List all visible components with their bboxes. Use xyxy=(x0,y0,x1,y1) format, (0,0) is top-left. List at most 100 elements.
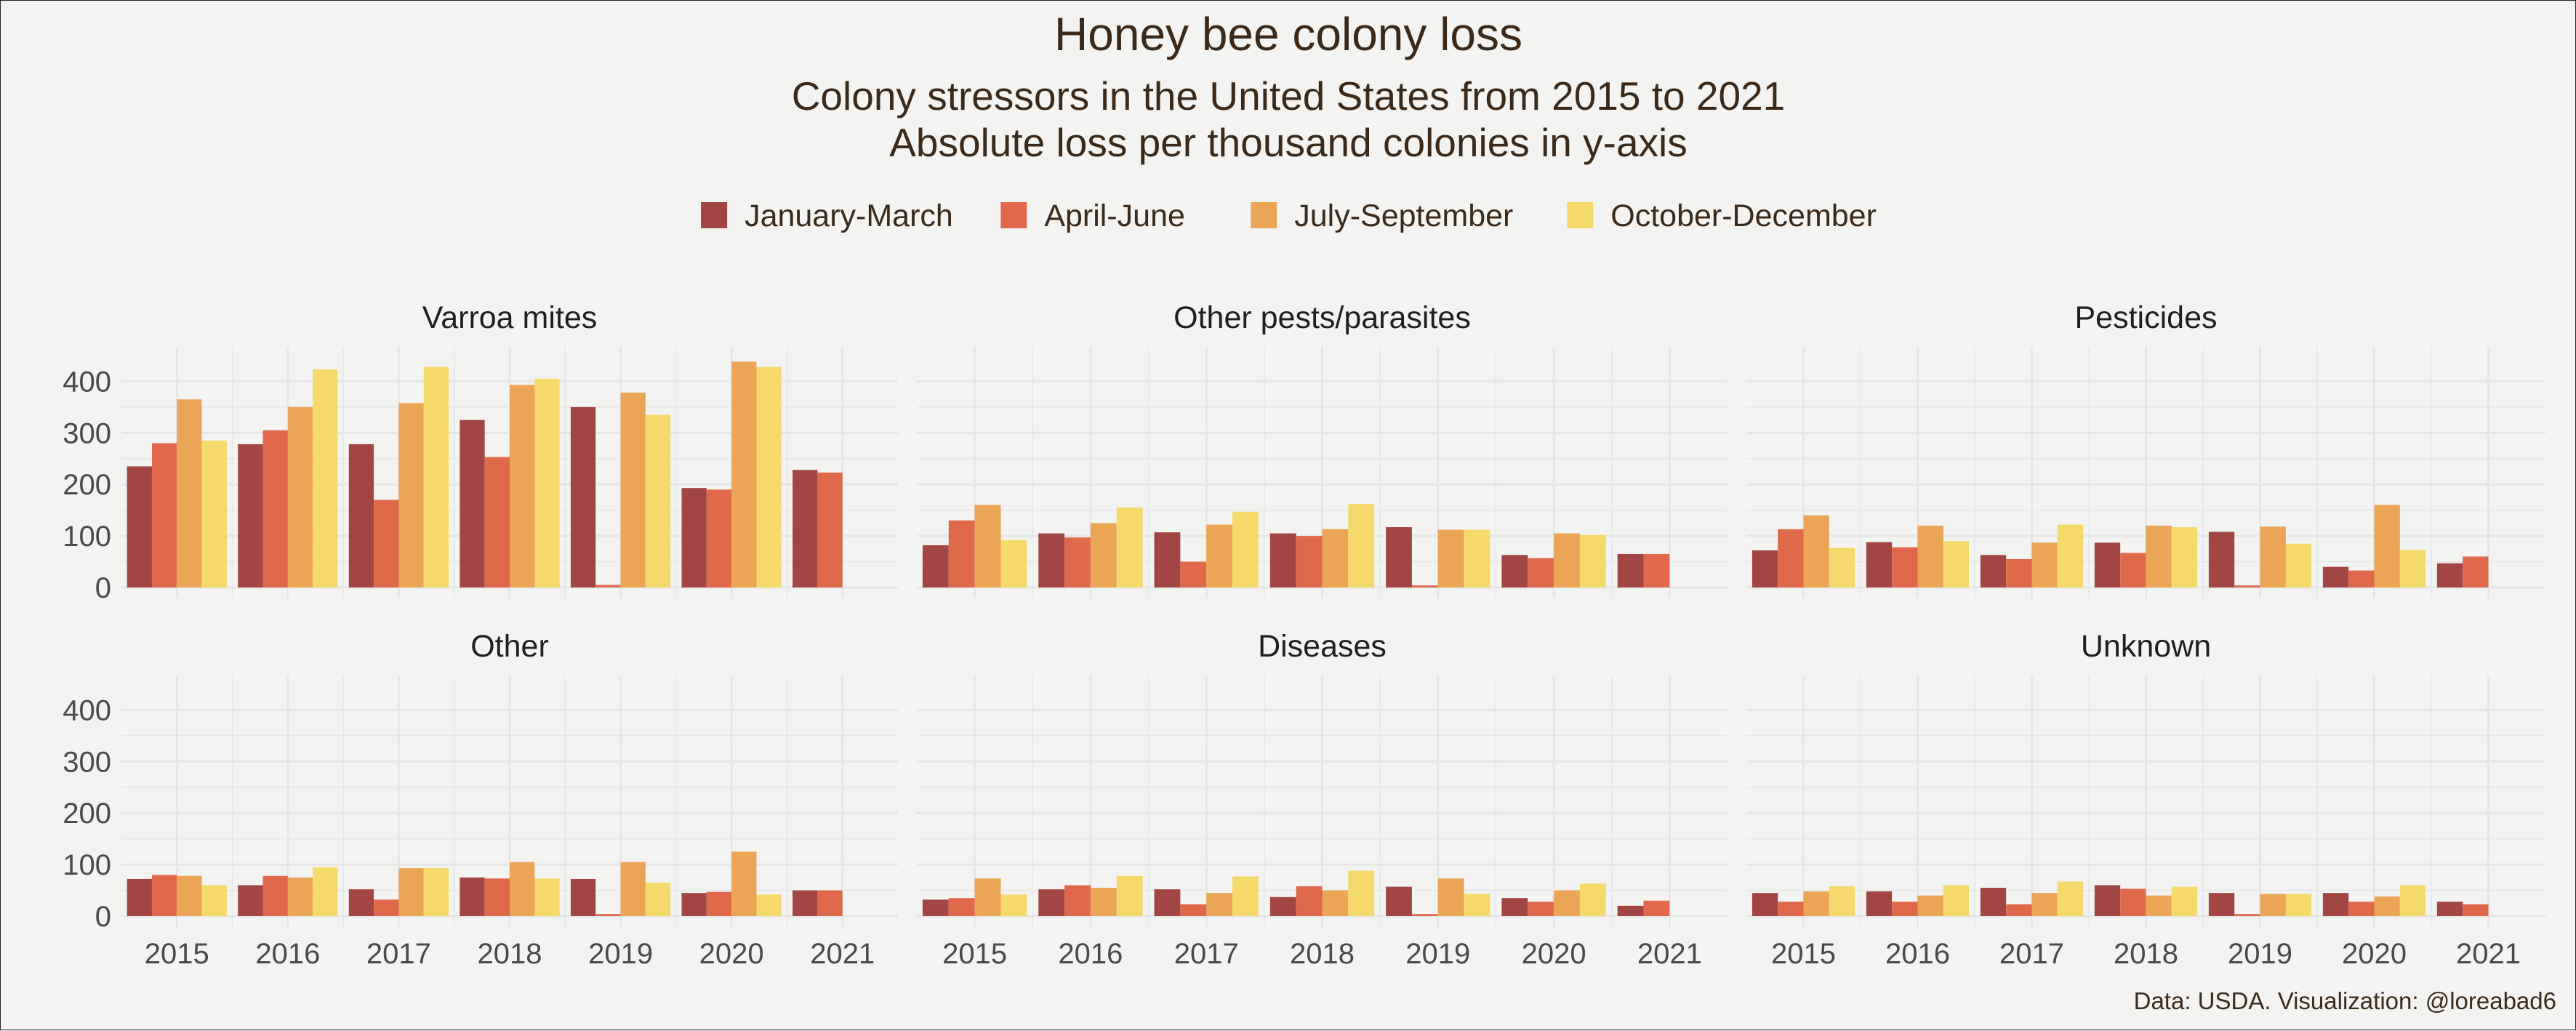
bar-diseases-2018-april-june xyxy=(1296,886,1323,916)
bar-unknown-2017-july-september xyxy=(2031,893,2058,916)
bar-varroa-mites-2020-january-march xyxy=(681,488,707,587)
bar-other-2018-january-march xyxy=(460,877,485,916)
bar-unknown-2021-april-june xyxy=(2463,904,2489,916)
x-tick-label: 2017 xyxy=(1999,938,2064,970)
panel-other-pests-parasites: Other pests/parasites xyxy=(917,300,1728,598)
bar-diseases-2016-july-september xyxy=(1090,888,1117,916)
bar-varroa-mites-2021-january-march xyxy=(793,470,818,587)
legend-swatch-july-september xyxy=(1251,202,1277,228)
bar-diseases-2017-january-march xyxy=(1154,889,1181,916)
panel-other: Other 0 100 200 300 400 2015 2016 2017 2018 2019 20… xyxy=(63,629,898,970)
chart-subtitle-line2: Absolute loss per thousand colonies in y… xyxy=(889,120,1688,165)
bar-unknown-2015-january-march xyxy=(1752,893,1778,916)
bar-pesticides-2020-october-december xyxy=(2399,550,2426,587)
x-tick-label: 2015 xyxy=(942,938,1007,970)
bar-unknown-2018-january-march xyxy=(2094,885,2121,916)
bar-pesticides-2016-october-december xyxy=(1943,541,1970,587)
bar-other-2021-january-march xyxy=(793,890,818,916)
bar-other-pests-parasites-2020-april-june xyxy=(1528,558,1554,587)
bar-diseases-2015-april-june xyxy=(948,898,975,916)
y-tick-label: 100 xyxy=(63,521,111,553)
bar-other-2019-october-december xyxy=(645,882,671,916)
bar-pesticides-2016-july-september xyxy=(1917,525,1943,587)
bar-diseases-2015-october-december xyxy=(1000,894,1027,916)
x-tick-label: 2021 xyxy=(1637,938,1702,970)
bar-other-2017-july-september xyxy=(398,868,424,916)
panel-title-unknown: Unknown xyxy=(2081,629,2211,664)
bar-unknown-2020-january-march xyxy=(2322,893,2349,916)
bar-diseases-2021-april-june xyxy=(1643,900,1670,916)
bar-varroa-mites-2019-july-september xyxy=(620,393,646,587)
bar-other-pests-parasites-2019-october-december xyxy=(1464,529,1490,587)
bar-other-2015-october-december xyxy=(201,885,227,916)
x-tick-label: 2016 xyxy=(1885,938,1950,970)
bar-varroa-mites-2019-october-december xyxy=(645,414,671,587)
bar-diseases-2016-april-june xyxy=(1064,885,1091,916)
x-tick-label: 2020 xyxy=(699,938,764,970)
bar-other-pests-parasites-2021-january-march xyxy=(1617,553,1644,587)
bar-unknown-2015-july-september xyxy=(1803,891,1829,916)
bar-varroa-mites-2015-october-december xyxy=(201,440,227,587)
legend-swatch-october-december xyxy=(1567,202,1594,228)
bar-diseases-2019-january-march xyxy=(1386,886,1412,916)
bar-diseases-2018-october-december xyxy=(1348,870,1375,916)
bar-other-2018-july-september xyxy=(510,862,535,916)
bar-diseases-2018-july-september xyxy=(1322,890,1349,916)
bar-diseases-2017-july-september xyxy=(1206,893,1233,916)
bar-other-pests-parasites-2018-october-december xyxy=(1348,504,1375,587)
x-tick-label: 2020 xyxy=(2342,938,2407,970)
bar-pesticides-2019-april-june xyxy=(2234,585,2260,587)
bar-other-2015-april-june xyxy=(151,875,177,916)
bar-other-2016-october-december xyxy=(313,867,338,916)
bar-other-pests-parasites-2017-april-june xyxy=(1180,561,1207,587)
y-tick-label: 0 xyxy=(95,572,111,604)
bar-pesticides-2017-october-december xyxy=(2057,524,2084,587)
bar-pesticides-2020-april-june xyxy=(2348,570,2375,587)
bar-other-pests-parasites-2018-january-march xyxy=(1269,533,1296,587)
legend-label-october-december: October-December xyxy=(1610,198,1877,233)
bar-pesticides-2021-january-march xyxy=(2436,563,2463,587)
bar-unknown-2018-april-june xyxy=(2120,888,2146,916)
bar-pesticides-2016-january-march xyxy=(1866,542,1893,587)
x-tick-label: 2018 xyxy=(2114,938,2178,970)
bar-unknown-2018-july-september xyxy=(2146,895,2172,916)
chart-legend: January-March April-June July-September Oct… xyxy=(701,198,1877,233)
bar-diseases-2021-january-march xyxy=(1617,905,1644,916)
x-tick-label: 2018 xyxy=(478,938,542,970)
bar-other-pests-parasites-2015-october-december xyxy=(1000,539,1027,587)
bar-other-pests-parasites-2015-january-march xyxy=(922,545,949,587)
bar-diseases-2020-april-june xyxy=(1528,902,1554,916)
bar-diseases-2020-october-december xyxy=(1579,883,1606,916)
legend-label-january-march: January-March xyxy=(745,198,953,233)
panel-title-varroa-mites: Varroa mites xyxy=(422,300,598,335)
x-tick-label: 2019 xyxy=(2228,938,2292,970)
bar-varroa-mites-2018-january-march xyxy=(460,420,485,587)
bar-diseases-2020-january-march xyxy=(1501,898,1528,916)
bar-unknown-2020-october-december xyxy=(2399,885,2426,916)
bar-other-2016-january-march xyxy=(238,885,263,916)
bar-other-pests-parasites-2018-july-september xyxy=(1322,529,1349,587)
legend-label-april-june: April-June xyxy=(1044,198,1185,233)
legend-label-july-september: July-September xyxy=(1294,198,1513,233)
bar-varroa-mites-2016-july-september xyxy=(287,406,313,587)
bar-pesticides-2019-october-december xyxy=(2285,543,2312,587)
bar-varroa-mites-2017-july-september xyxy=(398,403,424,587)
x-tick-label: 2020 xyxy=(1522,938,1586,970)
bar-unknown-2019-january-march xyxy=(2208,893,2235,916)
bar-other-2020-july-september xyxy=(731,851,757,916)
bar-unknown-2017-january-march xyxy=(1980,888,2007,916)
bar-pesticides-2019-july-september xyxy=(2260,526,2286,587)
bar-other-pests-parasites-2015-april-june xyxy=(948,520,975,587)
bar-varroa-mites-2015-january-march xyxy=(127,466,152,587)
bar-unknown-2016-january-march xyxy=(1866,891,1893,916)
legend-swatch-january-march xyxy=(701,202,728,228)
bar-varroa-mites-2015-april-june xyxy=(151,443,177,587)
bar-other-2015-january-march xyxy=(127,878,152,916)
bar-pesticides-2018-july-september xyxy=(2146,525,2172,587)
bar-varroa-mites-2020-october-december xyxy=(756,366,782,587)
bar-varroa-mites-2018-april-june xyxy=(484,457,510,587)
legend-swatch-april-june xyxy=(1000,202,1027,228)
bar-diseases-2017-october-december xyxy=(1232,876,1259,916)
bar-other-pests-parasites-2017-january-march xyxy=(1154,532,1181,587)
bar-other-2021-april-june xyxy=(817,890,843,916)
